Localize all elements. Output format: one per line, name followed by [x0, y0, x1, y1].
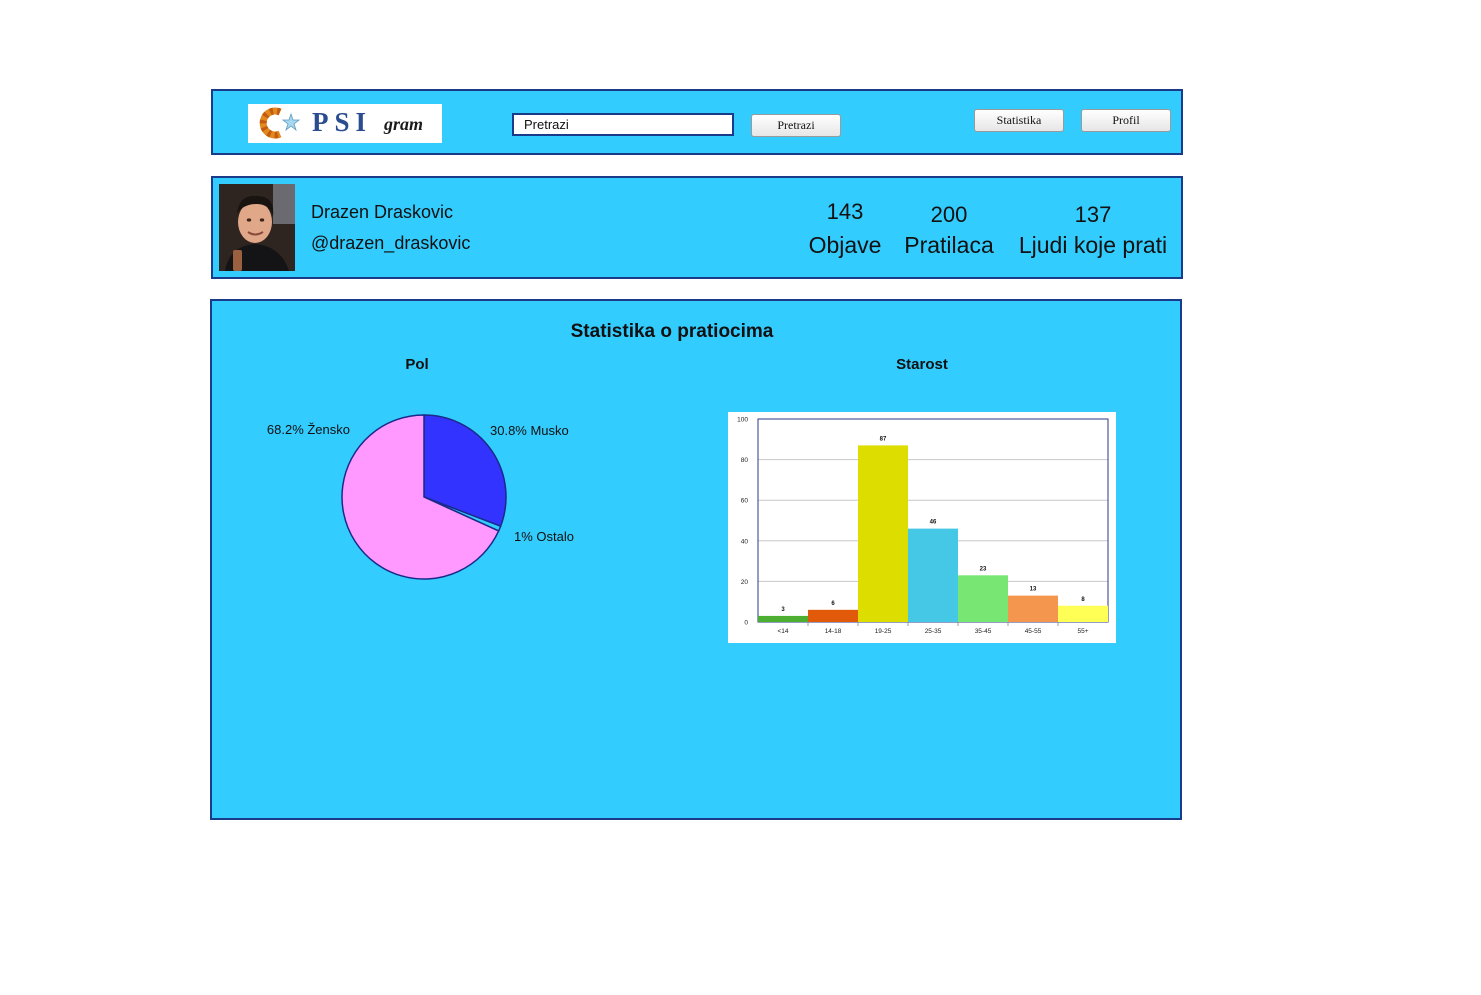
bar-value-label: 13 — [1030, 587, 1037, 593]
psigram-logo[interactable]: PSI gram — [248, 104, 442, 143]
bar-value-label: 46 — [930, 520, 937, 526]
y-tick-label: 0 — [744, 620, 748, 627]
statistika-button[interactable]: Statistika — [974, 109, 1064, 132]
stat-followers-label: Pratilaca — [904, 232, 994, 258]
pie-slice-label-2: 68.2% Žensko — [267, 422, 350, 437]
bar-value-label: 8 — [1081, 597, 1085, 603]
stat-posts-label: Objave — [808, 232, 882, 258]
avatar-photo-icon — [219, 184, 295, 271]
y-tick-label: 40 — [741, 538, 749, 545]
user-handle: @drazen_draskovic — [311, 233, 471, 253]
pie-slice-label-1: 1% Ostalo — [514, 529, 574, 544]
y-tick-label: 80 — [741, 457, 749, 464]
bar-value-label: 3 — [781, 607, 785, 613]
bar-1 — [808, 609, 858, 622]
search-button[interactable]: Pretrazi — [751, 114, 841, 137]
x-tick-label: 14-18 — [825, 628, 842, 635]
pie-slice-2 — [341, 414, 500, 580]
x-tick-label: 25-35 — [925, 628, 942, 635]
y-tick-label: 60 — [741, 498, 749, 505]
bar-3 — [908, 528, 958, 622]
top-bar: PSI gram Pretrazi Statistika Profil — [211, 89, 1183, 155]
x-tick-label: 19-25 — [875, 628, 892, 635]
bar-value-label: 6 — [831, 601, 835, 607]
bar-value-label: 87 — [880, 436, 887, 442]
x-tick-label: <14 — [777, 628, 788, 635]
user-name: Drazen Draskovic — [311, 202, 454, 222]
stat-following-label: Ljudi koje prati — [1018, 232, 1168, 258]
logo-subtext: gram — [384, 114, 424, 134]
pie-slice-0 — [423, 414, 507, 528]
follower-stats-panel: Statistika o pratiocima Pol Starost 30.8… — [210, 299, 1182, 820]
search-input[interactable] — [512, 113, 734, 136]
stat-posts[interactable]: 143 Objave — [805, 199, 885, 259]
logo-text: PSI — [312, 107, 373, 137]
stat-followers-value: 200 — [930, 202, 968, 227]
stat-followers[interactable]: 200 Pratilaca — [899, 202, 999, 259]
logo-mark-icon — [259, 107, 301, 139]
x-tick-label: 45-55 — [1025, 628, 1042, 635]
x-tick-label: 55+ — [1077, 628, 1088, 635]
profile-bar: Drazen Draskovic @drazen_draskovic 143 O… — [211, 176, 1183, 279]
age-chart-title: Starost — [896, 356, 948, 373]
y-tick-label: 100 — [737, 417, 748, 424]
bar-2 — [858, 445, 908, 622]
gender-pie-chart: 30.8% Musko 1% Ostalo 68.2% Žensko — [267, 414, 574, 580]
age-bar-chart: 0 20 40 60 80 100 3 <14 6 14-18 87 19-25 46 25-35 23 35… — [728, 412, 1116, 643]
y-tick-label: 20 — [741, 579, 749, 586]
bar-0 — [758, 615, 808, 622]
profil-button[interactable]: Profil — [1081, 109, 1171, 132]
bar-value-label: 23 — [980, 566, 987, 572]
gender-chart-title: Pol — [405, 356, 429, 373]
bar-6 — [1058, 605, 1108, 622]
avatar[interactable] — [219, 184, 295, 271]
x-tick-label: 35-45 — [975, 628, 992, 635]
bar-4 — [958, 575, 1008, 622]
stat-posts-value: 143 — [826, 199, 864, 224]
stats-title: Statistika o pratiocima — [570, 321, 774, 342]
pie-slice-label-0: 30.8% Musko — [490, 423, 569, 438]
bar-5 — [1008, 595, 1058, 622]
stat-following-value: 137 — [1074, 202, 1112, 227]
stat-following[interactable]: 137 Ljudi koje prati — [1013, 202, 1173, 259]
